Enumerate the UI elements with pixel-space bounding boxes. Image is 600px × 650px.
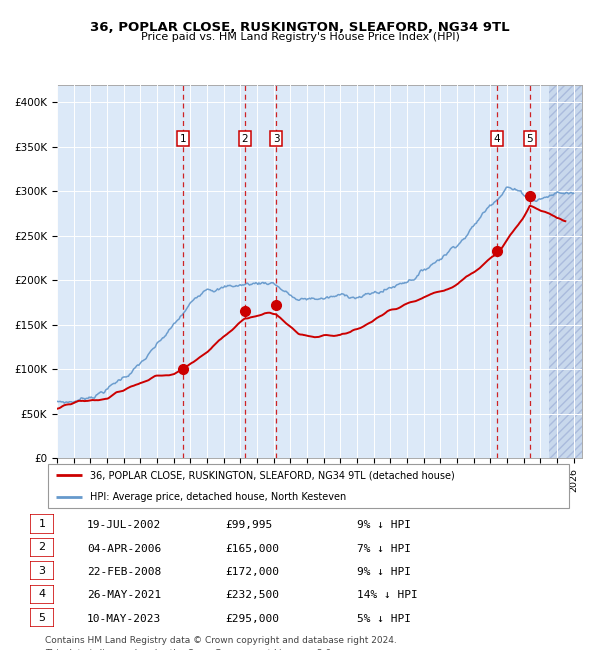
Text: 3: 3 [38, 566, 46, 576]
Text: 1: 1 [38, 519, 46, 529]
Text: 4: 4 [38, 590, 46, 599]
Text: £295,000: £295,000 [225, 614, 279, 624]
Text: 36, POPLAR CLOSE, RUSKINGTON, SLEAFORD, NG34 9TL (detached house): 36, POPLAR CLOSE, RUSKINGTON, SLEAFORD, … [90, 470, 455, 480]
Text: Contains HM Land Registry data © Crown copyright and database right 2024.: Contains HM Land Registry data © Crown c… [45, 636, 397, 645]
Text: 2: 2 [241, 134, 248, 144]
Text: 1: 1 [179, 134, 186, 144]
Text: 19-JUL-2002: 19-JUL-2002 [87, 520, 161, 530]
Text: 5: 5 [526, 134, 533, 144]
FancyBboxPatch shape [30, 608, 54, 627]
FancyBboxPatch shape [47, 464, 569, 508]
Text: 5: 5 [38, 613, 46, 623]
Text: 4: 4 [494, 134, 500, 144]
Text: 14% ↓ HPI: 14% ↓ HPI [357, 590, 418, 601]
Text: 36, POPLAR CLOSE, RUSKINGTON, SLEAFORD, NG34 9TL: 36, POPLAR CLOSE, RUSKINGTON, SLEAFORD, … [90, 21, 510, 34]
Text: £165,000: £165,000 [225, 543, 279, 554]
Text: 04-APR-2006: 04-APR-2006 [87, 543, 161, 554]
Text: HPI: Average price, detached house, North Kesteven: HPI: Average price, detached house, Nort… [90, 491, 346, 502]
Text: 9% ↓ HPI: 9% ↓ HPI [357, 520, 411, 530]
FancyBboxPatch shape [30, 514, 54, 534]
FancyBboxPatch shape [30, 561, 54, 580]
Text: This data is licensed under the Open Government Licence v3.0.: This data is licensed under the Open Gov… [45, 649, 334, 650]
Text: £232,500: £232,500 [225, 590, 279, 601]
FancyBboxPatch shape [30, 584, 54, 604]
Text: 22-FEB-2008: 22-FEB-2008 [87, 567, 161, 577]
Text: 2: 2 [38, 543, 46, 552]
Text: 7% ↓ HPI: 7% ↓ HPI [357, 543, 411, 554]
FancyBboxPatch shape [30, 538, 54, 557]
Text: 9% ↓ HPI: 9% ↓ HPI [357, 567, 411, 577]
Text: £172,000: £172,000 [225, 567, 279, 577]
Text: 5% ↓ HPI: 5% ↓ HPI [357, 614, 411, 624]
Text: 10-MAY-2023: 10-MAY-2023 [87, 614, 161, 624]
Bar [548, 84, 582, 458]
Text: £99,995: £99,995 [225, 520, 272, 530]
Text: 3: 3 [272, 134, 280, 144]
Text: Price paid vs. HM Land Registry's House Price Index (HPI): Price paid vs. HM Land Registry's House … [140, 32, 460, 42]
Bar [548, 84, 582, 458]
Text: 26-MAY-2021: 26-MAY-2021 [87, 590, 161, 601]
